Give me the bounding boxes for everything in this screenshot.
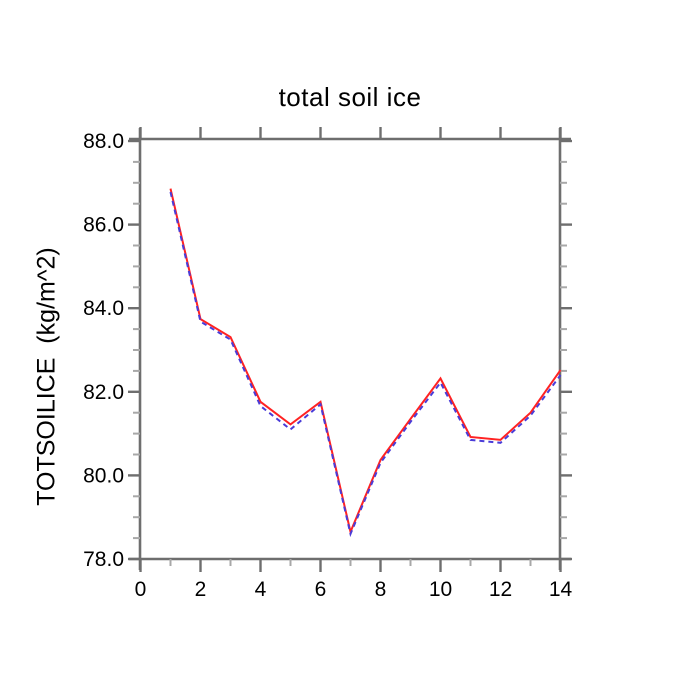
y-tick-label: 88.0 xyxy=(83,130,124,153)
y-tick-label: 80.0 xyxy=(83,464,124,487)
x-tick-label: 8 xyxy=(375,578,387,601)
series-line-control xyxy=(169,191,562,538)
x-tick-label: 10 xyxy=(429,578,452,601)
chart-title: total soil ice xyxy=(278,82,422,112)
y-tick-label: 82.0 xyxy=(83,381,124,404)
series-line-kparams xyxy=(169,188,562,536)
y-tick-label: 86.0 xyxy=(83,214,124,237)
x-tick-label: 2 xyxy=(195,578,207,601)
x-tick-label: 6 xyxy=(315,578,327,601)
x-tick-label: 14 xyxy=(549,578,573,601)
x-tick-label: 12 xyxy=(489,578,512,601)
y-tick-label: 78.0 xyxy=(83,548,124,571)
y-tick-label: 84.0 xyxy=(83,297,124,320)
x-tick-label: 4 xyxy=(255,578,267,601)
x-tick-label: 0 xyxy=(135,578,147,601)
